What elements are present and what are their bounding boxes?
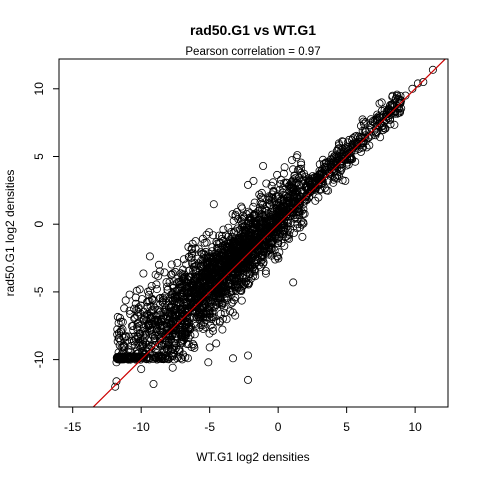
data-point — [139, 314, 148, 323]
y-axis-label: rad50.G1 log2 densities — [3, 170, 17, 297]
data-point — [317, 168, 326, 177]
x-axis-label: WT.G1 log2 densities — [196, 450, 309, 464]
data-point — [428, 65, 437, 74]
data-point — [322, 163, 331, 172]
data-point — [133, 323, 142, 332]
chart-title: rad50.G1 vs WT.G1 — [190, 22, 316, 38]
y-tick-label: -5 — [32, 286, 46, 297]
data-point — [234, 236, 243, 245]
data-point — [248, 260, 257, 269]
data-point — [243, 375, 252, 384]
fit-line-group — [92, 59, 447, 407]
data-point — [361, 126, 370, 135]
data-point — [289, 278, 298, 287]
data-point — [208, 243, 217, 252]
chart-subtitle: Pearson correlation = 0.97 — [185, 46, 320, 58]
x-tick-label: 10 — [408, 420, 422, 434]
data-point — [168, 363, 177, 372]
data-point — [372, 117, 381, 126]
data-point — [168, 289, 177, 298]
data-point — [111, 382, 120, 391]
data-point — [265, 248, 274, 257]
data-point — [191, 321, 200, 330]
data-point — [194, 244, 203, 253]
data-point — [228, 354, 237, 363]
data-point — [401, 91, 410, 100]
data-point — [204, 358, 213, 367]
data-point — [233, 207, 242, 216]
data-point — [124, 332, 133, 341]
data-point — [282, 202, 291, 211]
data-point — [272, 212, 281, 221]
y-tick-label: -10 — [32, 351, 46, 369]
data-point — [259, 161, 268, 170]
data-point — [261, 225, 270, 234]
data-point — [112, 358, 121, 367]
y-tick-label: 5 — [32, 153, 46, 160]
data-point — [237, 202, 246, 211]
data-point — [249, 176, 258, 185]
data-point — [348, 136, 357, 145]
data-point — [178, 277, 187, 286]
x-tick-label: 5 — [343, 420, 350, 434]
data-point — [312, 172, 321, 181]
y-tick-label: 0 — [32, 221, 46, 228]
data-point — [390, 102, 399, 111]
data-point — [137, 365, 146, 374]
x-tick-label: -5 — [204, 420, 215, 434]
x-axis: -15 -10 -5 0 5 10 — [64, 406, 422, 434]
data-point — [356, 133, 365, 142]
data-point — [220, 282, 229, 291]
y-tick-label: 10 — [32, 82, 46, 96]
data-point — [413, 79, 422, 88]
x-tick-label: -15 — [64, 420, 82, 434]
data-point — [159, 295, 168, 304]
data-point — [342, 145, 351, 154]
data-point — [189, 266, 198, 275]
data-point — [280, 206, 289, 215]
data-point — [308, 178, 317, 187]
data-point — [408, 84, 417, 93]
data-point — [396, 99, 405, 108]
data-point — [293, 151, 302, 160]
data-point — [302, 183, 311, 192]
data-point — [164, 337, 173, 346]
data-point — [219, 225, 228, 234]
fit-line — [92, 59, 447, 407]
x-tick-label: -10 — [133, 420, 151, 434]
data-point — [330, 152, 339, 161]
x-tick-label: 0 — [275, 420, 282, 434]
data-point — [154, 260, 163, 269]
data-point — [327, 159, 336, 168]
data-point — [123, 351, 132, 360]
y-axis: -10 -5 0 5 10 — [32, 82, 60, 369]
data-point — [341, 176, 350, 185]
data-point — [205, 343, 214, 352]
data-point — [149, 305, 158, 314]
data-point — [304, 184, 313, 193]
data-point — [116, 336, 125, 345]
data-point — [243, 180, 252, 189]
data-point — [149, 379, 158, 388]
data-point — [419, 78, 428, 87]
data-points — [111, 65, 437, 391]
data-point — [243, 351, 252, 360]
data-point — [112, 377, 121, 386]
data-point — [297, 187, 306, 196]
data-point — [185, 252, 194, 261]
